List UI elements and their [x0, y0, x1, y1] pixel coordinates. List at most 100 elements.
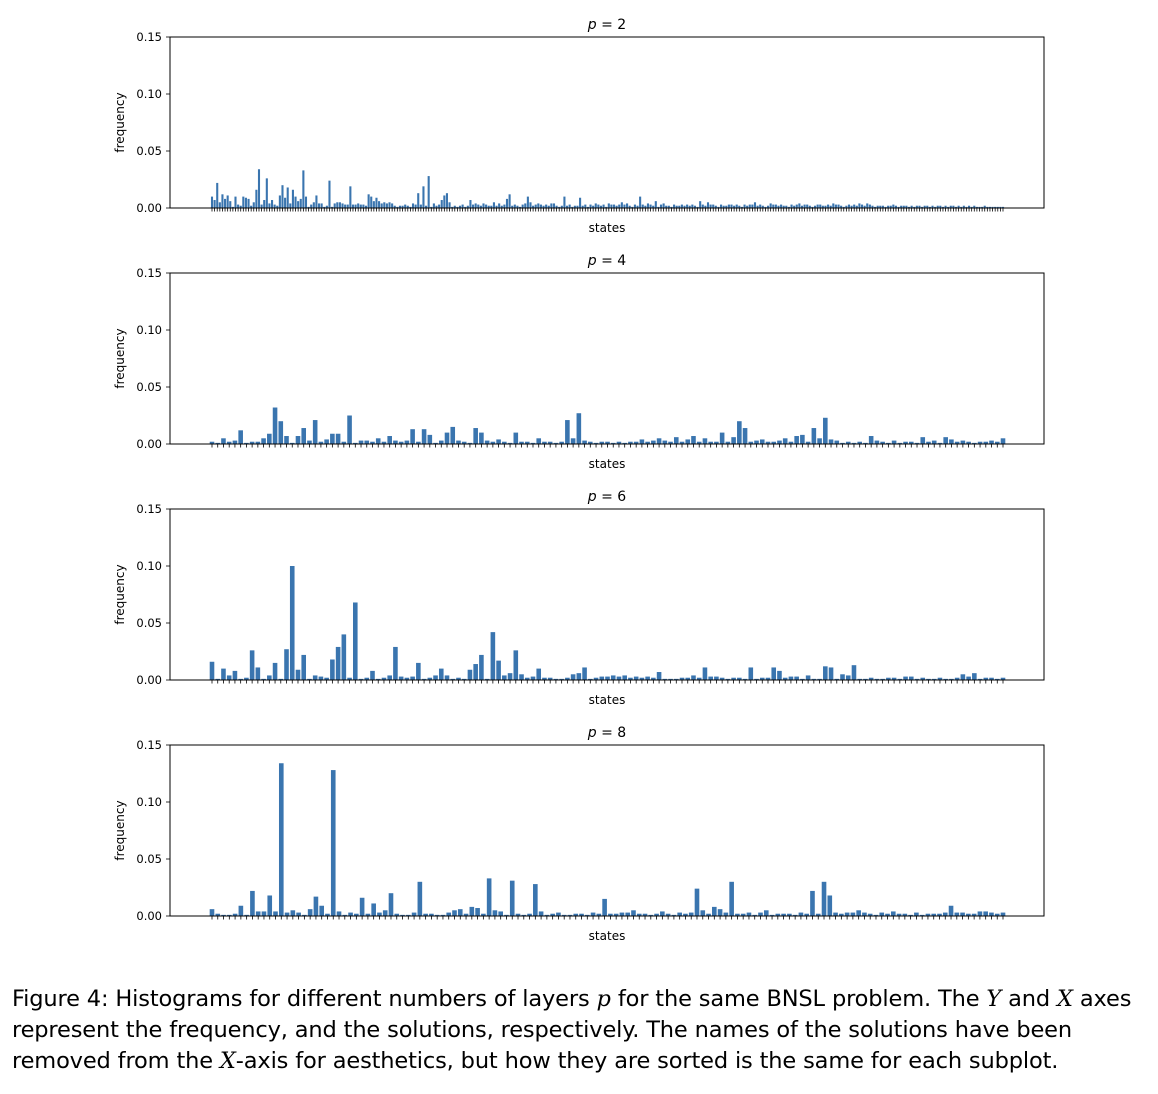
bar — [526, 196, 529, 208]
bar — [505, 198, 509, 208]
bar — [777, 440, 782, 444]
bar — [949, 205, 952, 208]
bar — [335, 646, 341, 680]
bar — [550, 913, 555, 916]
bar — [414, 204, 417, 208]
bar — [862, 912, 867, 916]
bar — [261, 438, 266, 444]
bar — [829, 205, 832, 208]
bar — [473, 664, 478, 680]
bar — [884, 206, 887, 208]
bar — [584, 914, 590, 916]
bar — [261, 911, 267, 916]
bar — [576, 413, 582, 444]
bar — [691, 436, 696, 444]
bar — [330, 770, 336, 916]
bar — [673, 678, 679, 680]
bar — [398, 676, 404, 680]
bar — [267, 675, 272, 680]
bar — [513, 432, 519, 444]
bar — [894, 205, 898, 208]
bar — [709, 204, 712, 208]
bar — [530, 676, 536, 680]
bar — [644, 205, 647, 208]
caption-text-1: Figure 4: Histograms for different numbe… — [12, 986, 597, 1012]
bar — [966, 441, 971, 444]
bar — [908, 914, 913, 916]
bar — [914, 912, 919, 916]
bar — [579, 197, 582, 208]
bar — [388, 893, 394, 916]
bar — [556, 912, 561, 916]
bar — [680, 204, 683, 208]
bar — [886, 677, 891, 680]
bar — [649, 204, 652, 208]
bar — [318, 676, 324, 680]
bar — [238, 905, 244, 916]
bar-series — [210, 169, 1005, 208]
bar — [957, 205, 960, 208]
bar — [782, 438, 788, 444]
bar — [777, 670, 782, 680]
bar — [737, 677, 742, 680]
bar — [550, 203, 553, 208]
bar — [342, 914, 348, 916]
bar — [605, 676, 610, 680]
bar — [662, 440, 668, 444]
bar — [492, 202, 495, 208]
bar — [881, 205, 884, 208]
bar — [764, 206, 767, 208]
bar — [579, 913, 584, 916]
bar — [584, 204, 587, 208]
bar — [524, 441, 530, 444]
subplot-title: p = 8 — [587, 725, 626, 741]
bar — [962, 205, 965, 208]
bar — [533, 884, 538, 916]
bar — [673, 204, 676, 208]
bar — [817, 438, 822, 444]
bar — [808, 205, 811, 208]
bar — [255, 189, 258, 208]
bar — [806, 204, 809, 208]
bar — [856, 910, 861, 916]
bar — [411, 912, 417, 916]
bar — [659, 204, 663, 208]
bar — [977, 911, 983, 916]
bar — [458, 205, 462, 208]
bar — [281, 185, 284, 208]
bar — [273, 204, 276, 208]
bar — [315, 195, 318, 208]
bar — [487, 205, 490, 208]
bar — [620, 202, 623, 208]
bar — [613, 913, 619, 916]
bar — [983, 677, 989, 680]
bar — [318, 441, 324, 444]
bar — [696, 441, 702, 444]
bar — [874, 206, 877, 208]
subplot-title-value: = 4 — [597, 253, 627, 269]
y-tick-label: 0.10 — [136, 559, 162, 573]
bar — [450, 426, 456, 444]
x-ticks — [211, 444, 1004, 448]
bar — [923, 205, 926, 208]
axes-frame — [169, 744, 1045, 917]
bar — [896, 913, 902, 916]
bar — [255, 667, 261, 680]
bar — [232, 440, 238, 444]
x-axis-label: states — [589, 457, 626, 471]
bar — [811, 206, 814, 208]
subplot-title-value: = 2 — [597, 17, 627, 33]
bar — [667, 205, 670, 208]
bar — [794, 436, 799, 444]
bar — [313, 896, 319, 916]
bar — [720, 204, 723, 208]
bar — [589, 204, 592, 208]
bar — [448, 202, 451, 208]
y-tick-label: 0.00 — [136, 201, 162, 215]
bar — [351, 204, 355, 208]
bar — [284, 912, 290, 916]
bar — [231, 206, 234, 208]
bar — [1000, 438, 1006, 444]
bar — [335, 433, 341, 444]
